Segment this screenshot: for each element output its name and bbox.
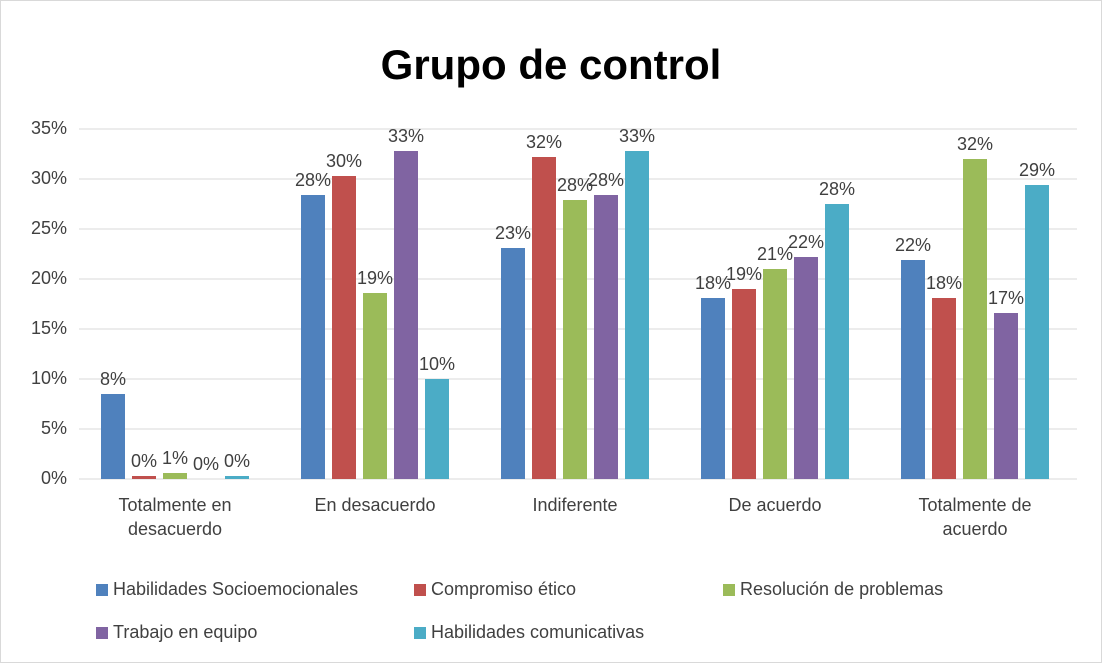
data-label: 28% <box>557 175 593 195</box>
legend-label: Habilidades Socioemocionales <box>113 579 359 599</box>
data-label: 1% <box>162 448 188 468</box>
y-tick-label: 15% <box>31 318 67 338</box>
x-tick-label: Totalmente en desacuerdo <box>118 495 232 539</box>
bar <box>163 473 187 479</box>
bar <box>963 159 987 479</box>
bar <box>532 157 556 479</box>
legend-swatch <box>723 583 735 596</box>
bar <box>394 151 418 479</box>
data-label: 28% <box>819 179 855 199</box>
bar <box>501 248 525 479</box>
data-label: 33% <box>388 126 424 146</box>
data-label: 0% <box>224 451 250 471</box>
data-label: 0% <box>193 454 219 474</box>
bar <box>1025 185 1049 479</box>
legend-swatch <box>414 583 426 596</box>
legend-label: Trabajo en equipo <box>113 622 258 642</box>
bar <box>932 298 956 479</box>
bar <box>732 289 756 479</box>
bar <box>794 257 818 479</box>
data-label: 30% <box>326 151 362 171</box>
legend-item: Resolución de problemas <box>723 579 943 600</box>
y-tick-label: 5% <box>41 418 67 438</box>
data-label: 21% <box>757 244 793 264</box>
x-tick-label: Totalmente de acuerdo <box>918 495 1032 539</box>
bar <box>701 298 725 479</box>
x-tick-label: En desacuerdo <box>314 495 436 515</box>
bar <box>901 260 925 479</box>
data-label: 19% <box>357 268 393 288</box>
y-tick-label: 30% <box>31 168 67 188</box>
legend-label: Habilidades comunicativas <box>431 622 645 642</box>
bar <box>425 379 449 479</box>
y-tick-label: 0% <box>41 468 67 488</box>
legend-item: Habilidades comunicativas <box>414 622 644 643</box>
bar <box>332 176 356 479</box>
bar <box>563 200 587 479</box>
y-tick-label: 35% <box>31 118 67 138</box>
data-label: 29% <box>1019 160 1055 180</box>
data-label: 28% <box>295 170 331 190</box>
legend-item: Trabajo en equipo <box>96 622 257 643</box>
data-label: 28% <box>588 170 624 190</box>
bar <box>301 195 325 479</box>
bar <box>625 151 649 479</box>
bar <box>994 313 1018 479</box>
data-label: 22% <box>788 232 824 252</box>
data-label: 17% <box>988 288 1024 308</box>
legend-item: Habilidades Socioemocionales <box>96 579 358 600</box>
bar <box>363 293 387 479</box>
data-label: 18% <box>926 273 962 293</box>
legend-label: Resolución de problemas <box>740 579 944 599</box>
x-tick-label: De acuerdo <box>728 495 822 515</box>
legend-swatch <box>96 583 108 596</box>
data-label: 10% <box>419 354 455 374</box>
bar <box>763 269 787 479</box>
data-label: 19% <box>726 264 762 284</box>
bar <box>132 476 156 479</box>
bar <box>101 394 125 479</box>
data-label: 18% <box>695 273 731 293</box>
legend-item: Compromiso ético <box>414 579 576 600</box>
bar <box>594 195 618 479</box>
y-tick-label: 10% <box>31 368 67 388</box>
data-label: 32% <box>957 134 993 154</box>
bar <box>225 476 249 479</box>
data-label: 33% <box>619 126 655 146</box>
y-tick-label: 25% <box>31 218 67 238</box>
data-label: 22% <box>895 235 931 255</box>
legend-label: Compromiso ético <box>431 579 577 599</box>
legend-swatch <box>414 626 426 639</box>
x-tick-label: Indiferente <box>532 495 618 515</box>
chart-title: Grupo de control <box>380 41 722 88</box>
y-tick-label: 20% <box>31 268 67 288</box>
data-label: 23% <box>495 223 531 243</box>
data-label: 0% <box>131 451 157 471</box>
bar <box>825 204 849 479</box>
data-label: 8% <box>100 369 126 389</box>
data-label: 32% <box>526 132 562 152</box>
legend-swatch <box>96 626 108 639</box>
